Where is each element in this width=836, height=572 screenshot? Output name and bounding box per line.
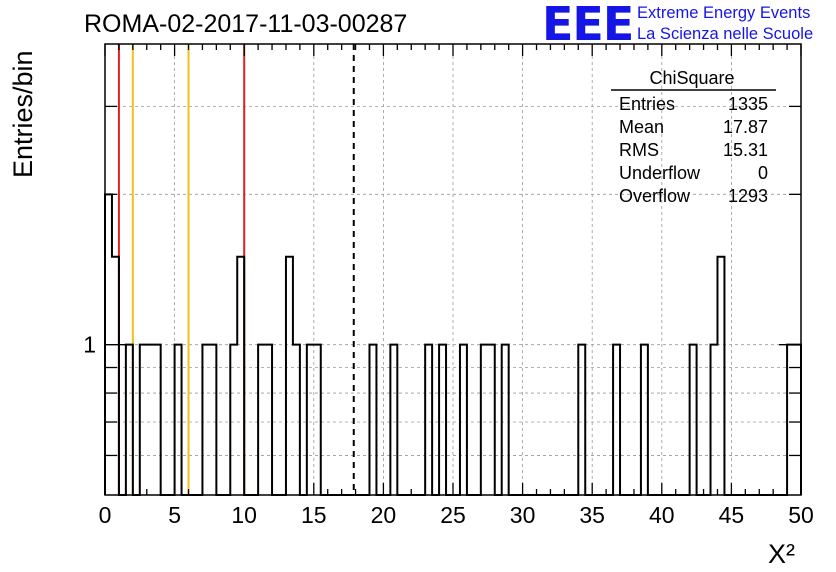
x-tick-label: 50: [788, 502, 814, 528]
x-tick-label: 15: [301, 502, 327, 528]
stat-label: Mean: [619, 117, 664, 137]
histogram-bin: [237, 257, 244, 495]
x-tick-label: 45: [719, 502, 745, 528]
stat-value: 15.31: [723, 140, 768, 160]
stats-box: ChiSquare Entries 1335 Mean 17.87 RMS 15…: [611, 68, 776, 206]
y-tick-labels: 1: [83, 332, 96, 358]
logo-line-2: La Scienza nelle Scuole: [637, 25, 813, 43]
grid: [105, 44, 801, 495]
stat-value: 17.87: [723, 117, 768, 137]
stat-value: 1293: [728, 186, 768, 206]
y-axis-title: Entries/bin: [8, 50, 38, 178]
x-tick-label: 25: [440, 502, 466, 528]
stat-value: 0: [758, 163, 768, 183]
stat-label: RMS: [619, 140, 659, 160]
x-axis-title: X²: [768, 539, 795, 569]
logo-line-1: Extreme Energy Events: [637, 4, 810, 22]
x-tick-label: 35: [579, 502, 605, 528]
x-tick-label: 10: [231, 502, 257, 528]
stat-label: Entries: [619, 94, 675, 114]
histogram-bin: [717, 257, 724, 495]
stat-value: 1335: [728, 94, 768, 114]
histogram-bin: [112, 257, 119, 495]
x-tick-label: 30: [510, 502, 536, 528]
axis-ticks: [104, 44, 802, 495]
plot-frame: [104, 43, 802, 496]
y-tick-label: 1: [83, 332, 96, 358]
histogram-bin: [286, 257, 293, 495]
stats-title: ChiSquare: [649, 68, 734, 88]
x-tick-labels: 0 5 10 15 20 25 30 35 40 45 50: [99, 502, 814, 528]
stat-label: Overflow: [619, 186, 691, 206]
x-tick-label: 20: [371, 502, 397, 528]
eee-logo: EEE Extreme Energy Events La Scienza nel…: [542, 0, 813, 51]
x-tick-label: 0: [99, 502, 112, 528]
x-tick-label: 40: [649, 502, 675, 528]
logo-mark: EEE: [542, 0, 633, 51]
stat-label: Underflow: [619, 163, 701, 183]
run-title: ROMA-02-2017-11-03-00287: [84, 10, 407, 38]
x-tick-label: 5: [168, 502, 181, 528]
